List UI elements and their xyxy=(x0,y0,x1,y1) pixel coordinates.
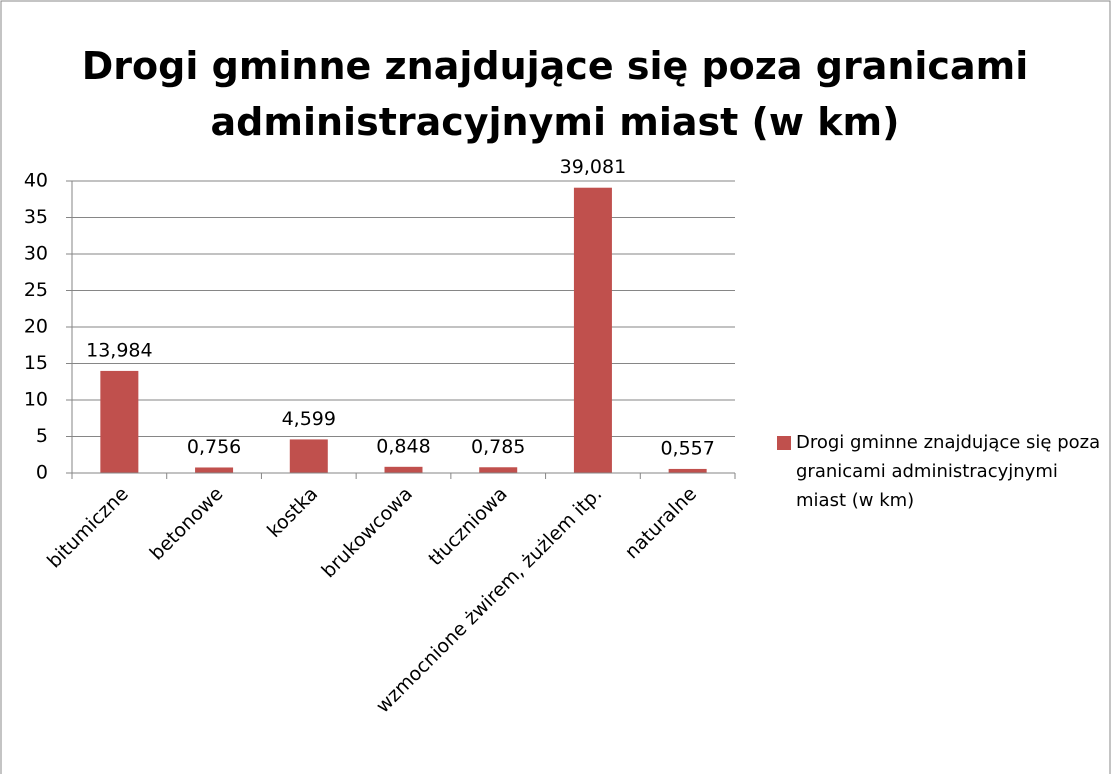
x-tick-label: tłuczniowa xyxy=(424,483,511,570)
bar xyxy=(100,370,139,473)
x-tick-label: bitumiczne xyxy=(43,483,133,573)
bar xyxy=(573,187,612,474)
y-tick-label: 15 xyxy=(24,352,48,374)
legend-label: Drogi gminne znajdujące się poza granica… xyxy=(796,432,1101,511)
bar xyxy=(195,467,234,473)
y-tick-label: 35 xyxy=(24,206,48,228)
data-label: 4,599 xyxy=(282,408,336,430)
bar xyxy=(384,466,423,473)
data-label: 39,081 xyxy=(560,156,626,178)
y-tick-label: 40 xyxy=(24,170,48,192)
y-tick-label: 25 xyxy=(24,279,48,301)
data-label: 0,785 xyxy=(471,436,525,458)
x-tick-label: naturalne xyxy=(621,483,701,563)
chart-title: Drogi gminne znajdujące się poza granica… xyxy=(81,44,1029,144)
y-tick-label: 30 xyxy=(24,243,48,265)
data-label: 0,848 xyxy=(376,435,430,457)
y-tick-label: 5 xyxy=(36,425,48,447)
bar xyxy=(668,468,707,473)
data-label: 13,984 xyxy=(86,339,152,361)
bar xyxy=(289,439,328,473)
y-tick-label: 10 xyxy=(24,389,48,411)
bar xyxy=(479,467,518,473)
y-tick-label: 20 xyxy=(24,316,48,338)
legend-swatch xyxy=(777,436,791,450)
data-label: 0,756 xyxy=(187,436,241,458)
x-tick-label: brukowcowa xyxy=(317,483,416,582)
y-tick-label: 0 xyxy=(36,462,48,484)
data-label: 0,557 xyxy=(660,437,714,459)
x-tick-label: kostka xyxy=(263,483,322,542)
x-tick-label: betonowe xyxy=(146,483,228,565)
